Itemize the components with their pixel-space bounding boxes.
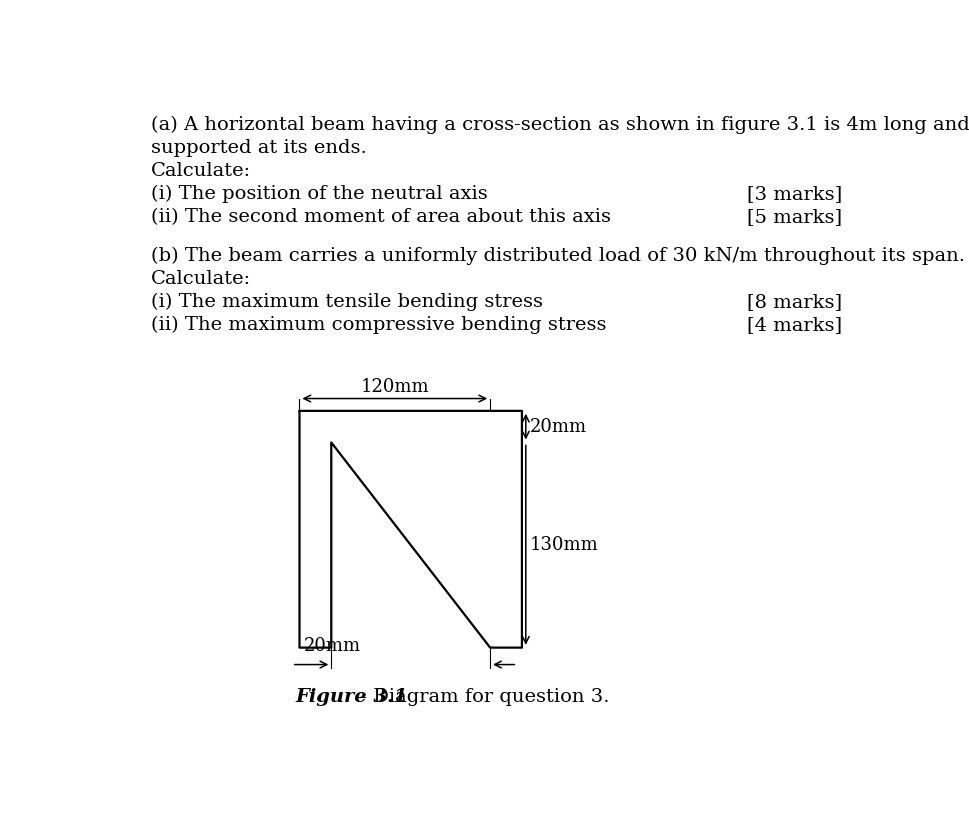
Text: Calculate:: Calculate: bbox=[150, 163, 251, 180]
Text: Calculate:: Calculate: bbox=[150, 270, 251, 288]
Text: [8 marks]: [8 marks] bbox=[746, 293, 841, 311]
Text: (a) A horizontal beam having a cross-section as shown in figure 3.1 is 4m long a: (a) A horizontal beam having a cross-sec… bbox=[150, 116, 969, 134]
Text: 120mm: 120mm bbox=[360, 378, 428, 396]
Text: 20mm: 20mm bbox=[529, 417, 586, 436]
Text: (ii) The second moment of area about this axis: (ii) The second moment of area about thi… bbox=[150, 209, 610, 226]
Text: Figure 3.1: Figure 3.1 bbox=[296, 688, 408, 705]
Text: 20mm: 20mm bbox=[303, 637, 360, 655]
Text: [4 marks]: [4 marks] bbox=[746, 316, 841, 334]
Text: supported at its ends.: supported at its ends. bbox=[150, 139, 366, 157]
Text: (i) The maximum tensile bending stress: (i) The maximum tensile bending stress bbox=[150, 293, 542, 311]
Text: – Diagram for question 3.: – Diagram for question 3. bbox=[351, 688, 610, 705]
Text: (ii) The maximum compressive bending stress: (ii) The maximum compressive bending str… bbox=[150, 316, 606, 334]
Text: (i) The position of the neutral axis: (i) The position of the neutral axis bbox=[150, 186, 487, 204]
Text: (b) The beam carries a uniformly distributed load of 30 kN/m throughout its span: (b) The beam carries a uniformly distrib… bbox=[150, 247, 964, 265]
Text: 130mm: 130mm bbox=[529, 536, 598, 554]
Text: [3 marks]: [3 marks] bbox=[746, 186, 841, 203]
Text: [5 marks]: [5 marks] bbox=[746, 209, 841, 226]
